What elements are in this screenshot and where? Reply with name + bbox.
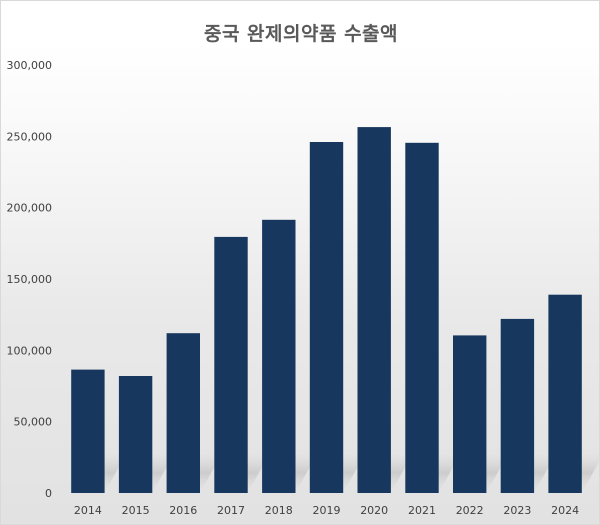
x-tick-label: 2014 — [74, 504, 102, 517]
x-tick-label: 2015 — [122, 504, 150, 517]
bar-2018 — [262, 219, 296, 494]
bars — [71, 127, 582, 494]
x-tick-label: 2023 — [503, 504, 531, 517]
x-tick-label: 2022 — [456, 504, 484, 517]
x-tick-label: 2018 — [265, 504, 293, 517]
bar-2021 — [405, 142, 439, 494]
x-tick-label: 2024 — [551, 504, 579, 517]
bar-2017 — [214, 236, 248, 493]
x-tick-label: 2019 — [313, 504, 341, 517]
x-axis-ticks: 2014 2015 2016 2017 2018 2019 2020 2021 2022 2023… — [74, 504, 579, 517]
y-tick-label: 0 — [45, 487, 52, 500]
chart-title: 중국 완제의약품 수출액 — [203, 23, 399, 45]
bar-2019 — [309, 142, 344, 493]
bar-2015 — [118, 376, 153, 493]
x-tick-label: 2021 — [408, 504, 436, 517]
y-tick-label: 300,000 — [7, 59, 53, 72]
bar-2020 — [357, 127, 391, 493]
bar-2016 — [166, 333, 200, 493]
y-axis-ticks: 0 50,000 100,000 150,000 200,000 250,000 300,0… — [7, 59, 53, 500]
y-tick-label: 150,000 — [7, 273, 53, 286]
bar-2023 — [500, 318, 535, 493]
bar-2024 — [548, 294, 582, 493]
y-tick-label: 50,000 — [14, 416, 53, 429]
bar-2022 — [453, 335, 487, 493]
y-tick-label: 250,000 — [7, 130, 53, 143]
y-tick-label: 200,000 — [7, 202, 53, 215]
x-tick-label: 2017 — [217, 504, 245, 517]
x-tick-label: 2016 — [169, 504, 197, 517]
bar-2014 — [71, 369, 105, 493]
y-tick-label: 100,000 — [7, 344, 53, 357]
x-tick-label: 2020 — [360, 504, 388, 517]
